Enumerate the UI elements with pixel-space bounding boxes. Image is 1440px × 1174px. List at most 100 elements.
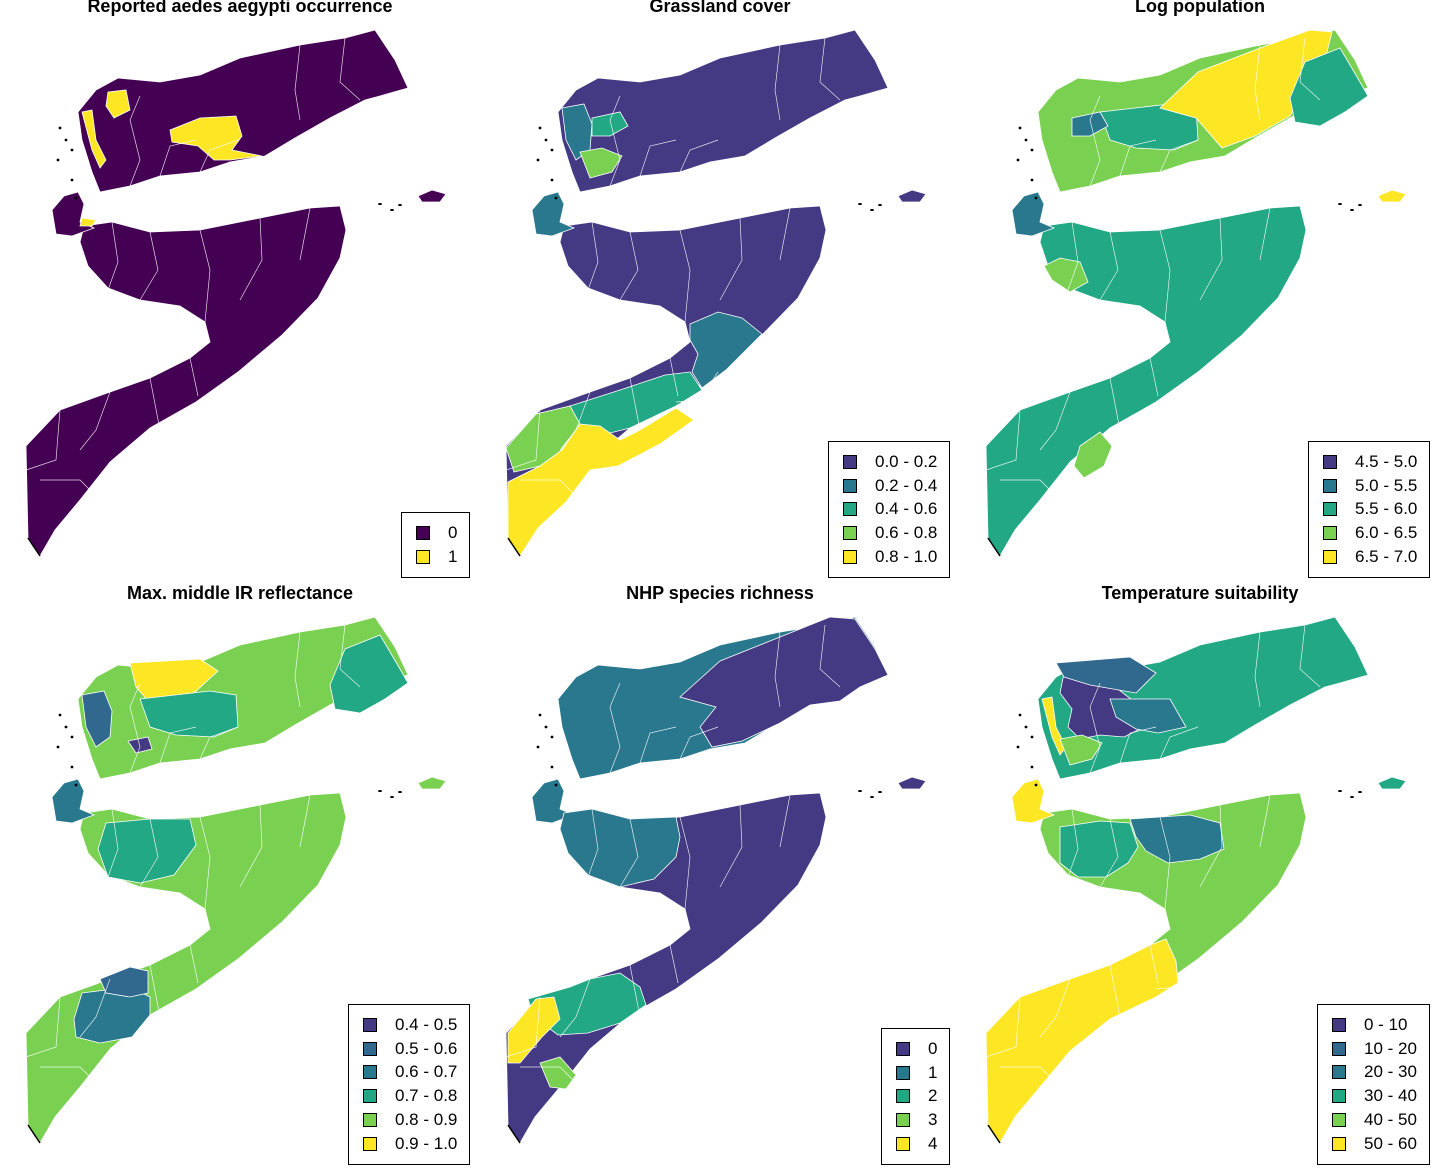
legend-swatch [896,1065,910,1080]
islet [398,204,402,206]
district-border [195,958,239,990]
djibouti-region [1011,778,1056,824]
district-border [1109,377,1121,431]
legend-swatch [896,1089,910,1104]
djibouti-region [531,778,576,824]
district-border [139,818,159,888]
district-border [774,44,781,121]
district-yw3 [579,147,623,179]
district-border [107,221,119,291]
legend-item: 50 - 60 [1332,1132,1417,1156]
district-border [1199,804,1223,888]
district-border [819,37,841,101]
district-border [779,794,791,848]
legend-swatch [363,1089,377,1104]
district-yw1 [81,690,113,748]
legend-swatch [843,502,857,517]
yemen-region [557,29,889,193]
district-border [299,794,311,848]
legend-label: 50 - 60 [1364,1133,1417,1153]
legend: 0 - 10 10 - 20 20 - 30 30 - 40 40 - 50 50 - 6… [1317,1004,1430,1165]
district-border [719,217,743,301]
legend-item: 0.0 - 0.2 [843,450,937,474]
district-border [520,479,581,501]
district-border [985,409,1021,471]
district-ye2 [1289,47,1369,127]
legend-swatch [1332,1113,1346,1128]
islet [1016,745,1020,749]
islet [878,204,882,206]
district-ss7 [507,996,561,1064]
district-sn2 [97,818,197,884]
district-border [129,95,141,187]
legend-label: 4.5 - 5.0 [1355,451,1418,471]
legend-label: 0 - 10 [1364,1014,1408,1034]
district-border [40,1066,101,1088]
legend-label: 0.6 - 0.8 [875,523,938,543]
legend: 0.0 - 0.2 0.2 - 0.4 0.4 - 0.6 0.6 - 0.8 0.8 … [828,441,951,578]
somalia-region [985,205,1307,557]
district-border [1159,816,1171,910]
district-border [159,726,197,764]
district-border [1067,808,1079,878]
panel-title: NHP species richness [626,583,814,603]
district-border [639,139,677,177]
legend-label: 5.0 - 5.5 [1355,475,1418,495]
district-ss9 [985,938,1179,1144]
district-border [1000,479,1061,501]
legend-label: 40 - 50 [1364,1110,1417,1130]
islet [858,790,862,792]
islet [1350,796,1354,798]
map [0,616,480,1174]
district-ye3 [679,616,889,748]
district-border [679,139,719,173]
legend-swatch [416,525,430,540]
district-border [294,44,301,121]
district-border [1039,391,1071,451]
district-border [1299,624,1321,688]
somalia-region [25,205,347,557]
district-border [1089,682,1101,774]
islet [544,138,548,142]
islet [1018,126,1022,130]
district-border [1119,726,1157,764]
islet [74,783,78,787]
islet [70,765,74,769]
islet [1358,791,1362,793]
district-ya2 [105,89,131,119]
district-border [774,631,781,708]
district-border [1000,1066,1061,1088]
djibouti-region [531,191,576,237]
district-border [1099,231,1119,301]
yemen-region [77,29,409,193]
panel-title: Grassland cover [649,0,791,16]
islet [70,735,74,739]
legend-item: 3 [896,1108,937,1132]
legend-item: 6.5 - 7.0 [1323,545,1417,569]
islet [64,725,68,729]
panel-title: Max. middle IR reflectance [126,583,354,603]
district-border [107,808,119,878]
legend-label: 0.2 - 0.4 [875,475,938,495]
islet [58,713,62,717]
district-border [719,804,743,888]
legend-swatch [1332,1017,1346,1032]
legend-label: 1 [448,546,458,566]
district-ya1 [81,109,107,169]
legend-swatch [1332,1041,1346,1056]
legend-swatch [1332,1136,1346,1151]
islet [1024,725,1028,729]
district-border [40,479,101,501]
district-border [1089,95,1101,187]
district-sm1 [689,311,763,389]
panel-log-population: Log population 4.5 - 5.0 5.0 - 5.5 5.5 - 6… [960,0,1440,587]
legend-item: 0.6 - 0.8 [843,521,937,545]
legend-label: 6.0 - 6.5 [1355,523,1418,543]
legend-item: 0.4 - 0.5 [363,1013,457,1037]
district-yc3 [1109,698,1187,734]
legend-item: 0 [896,1037,937,1061]
map-regions [985,616,1440,1144]
district-border [1155,958,1199,990]
district-border [819,624,841,688]
legend-label: 0.7 - 0.8 [395,1086,458,1106]
